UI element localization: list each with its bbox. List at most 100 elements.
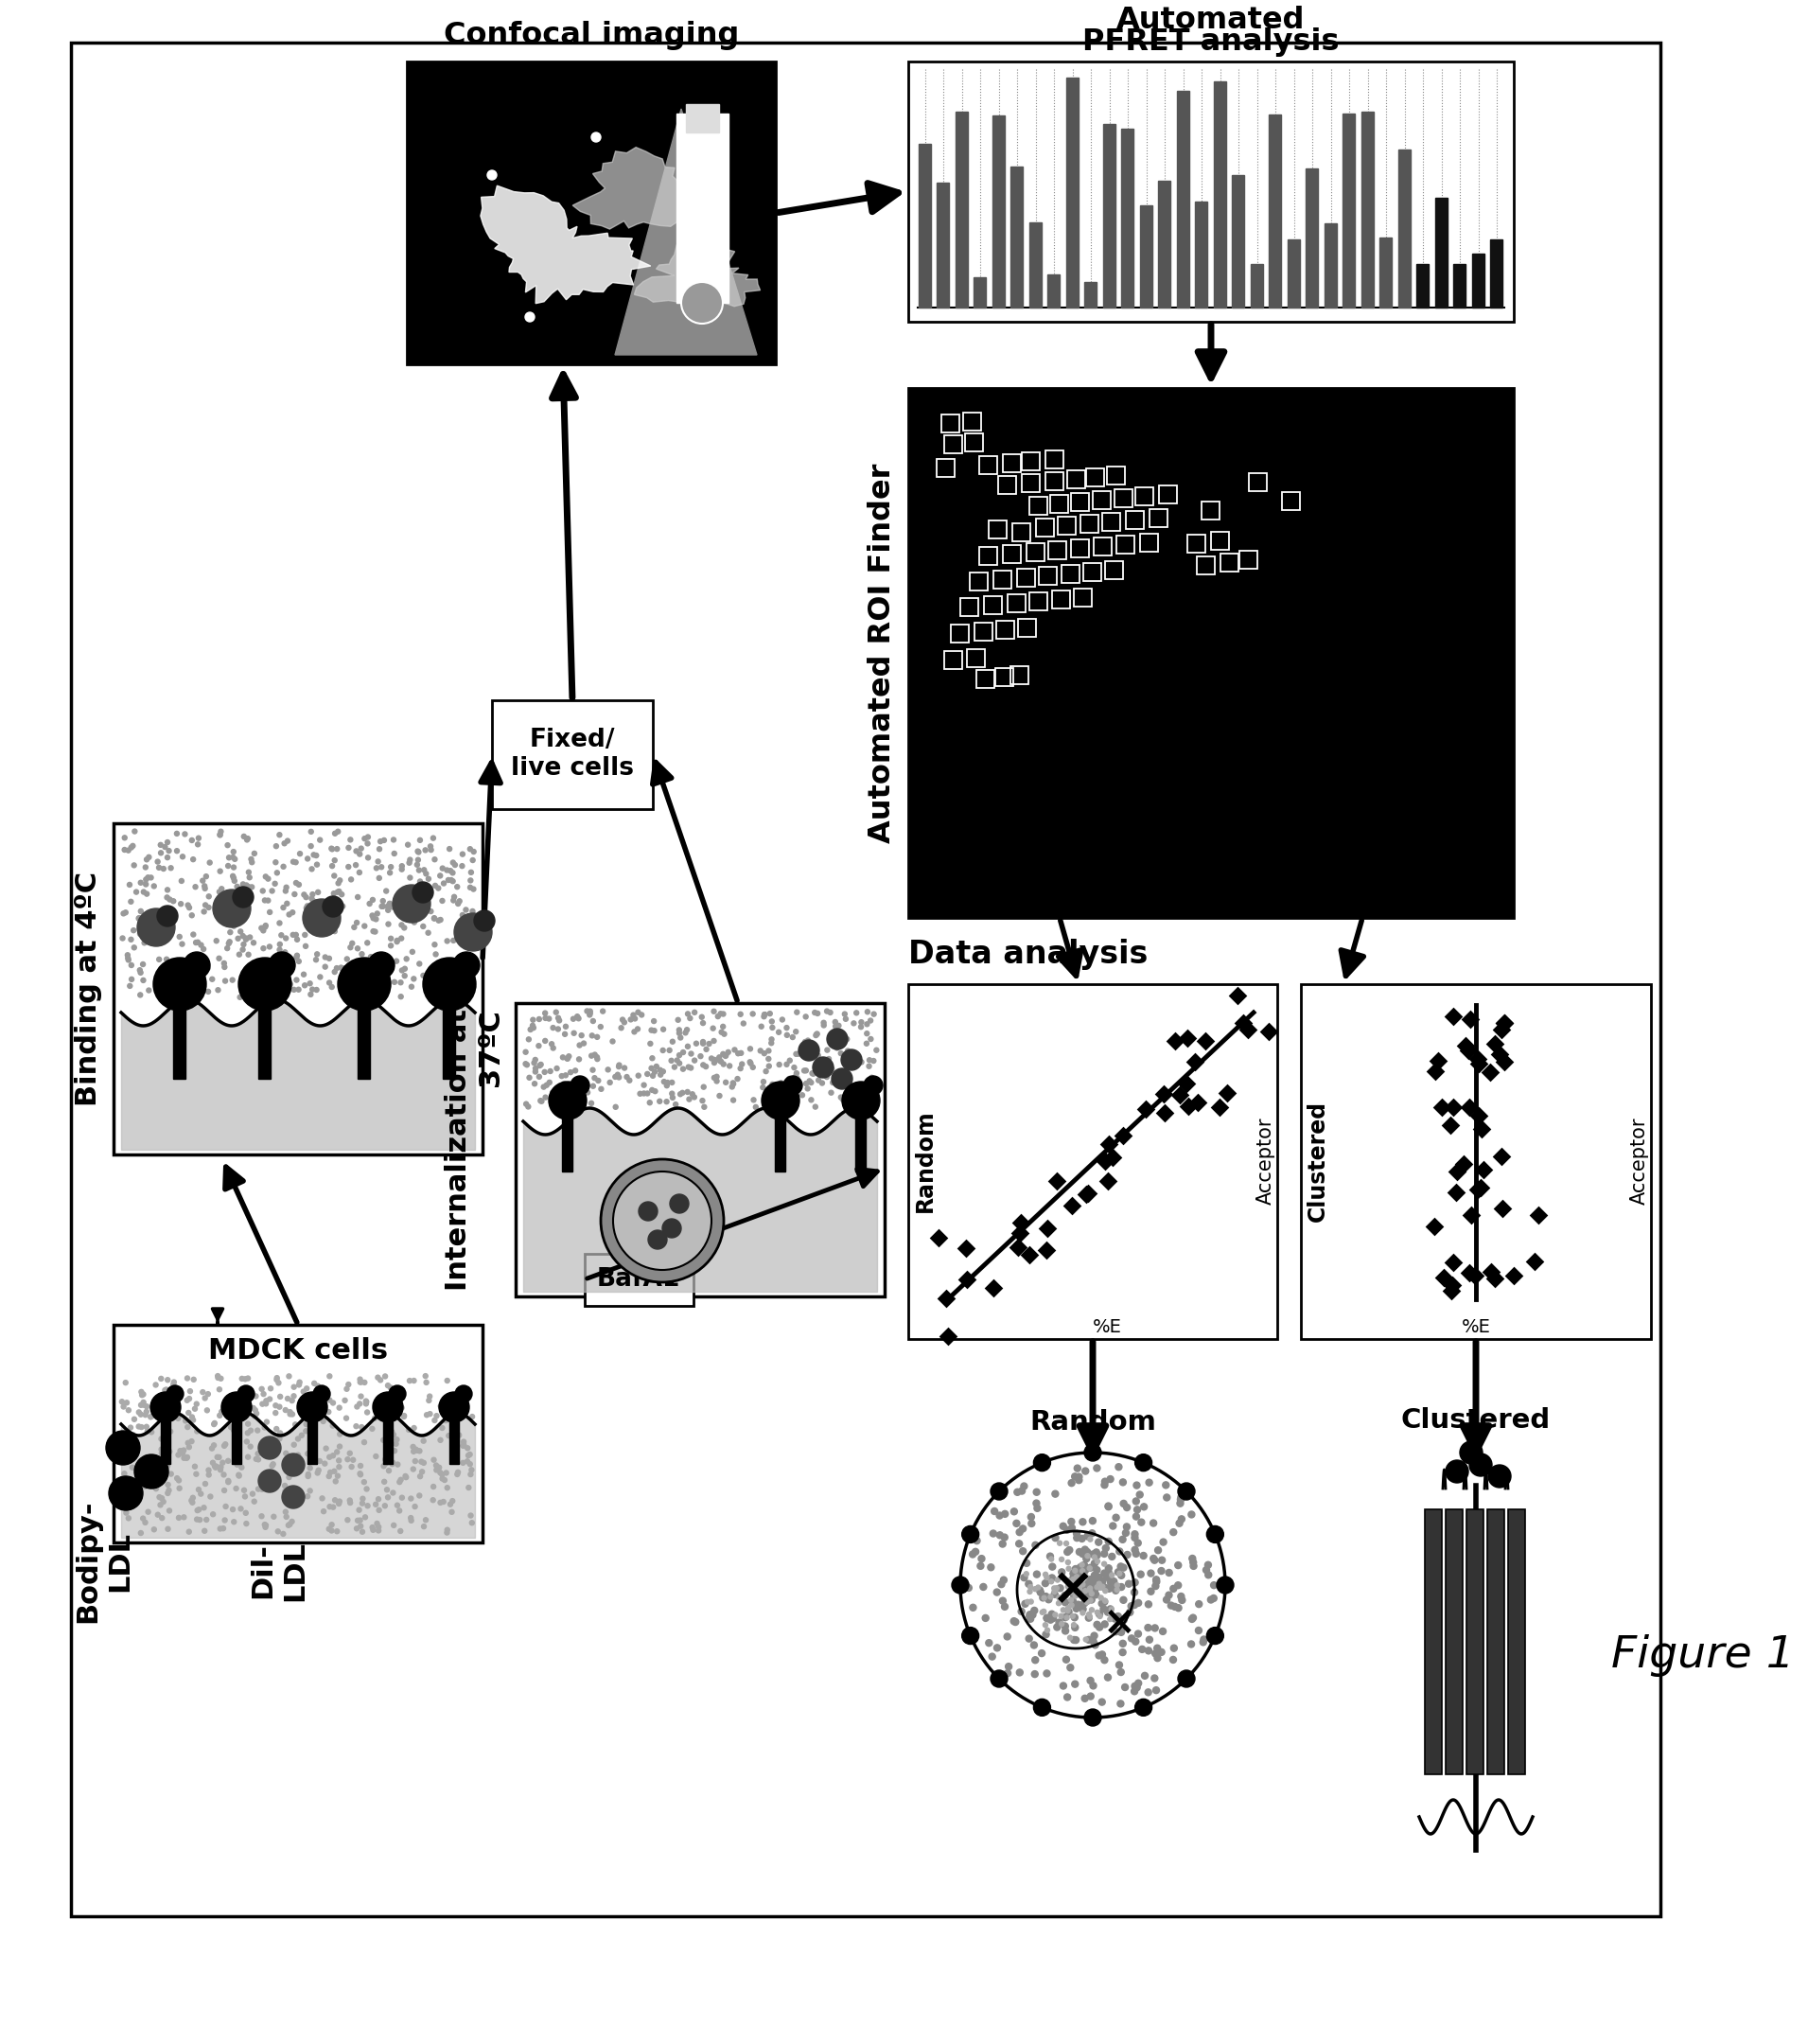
Circle shape — [779, 1081, 783, 1085]
Circle shape — [201, 946, 206, 950]
Circle shape — [1144, 1647, 1152, 1654]
Circle shape — [123, 836, 127, 840]
Circle shape — [233, 1427, 239, 1433]
Circle shape — [412, 977, 416, 981]
Circle shape — [353, 924, 356, 930]
Circle shape — [1121, 1500, 1126, 1506]
Circle shape — [658, 1100, 662, 1104]
Circle shape — [206, 967, 210, 971]
Circle shape — [121, 912, 127, 916]
Circle shape — [177, 1486, 183, 1490]
Circle shape — [810, 1049, 815, 1053]
Circle shape — [450, 938, 456, 942]
Circle shape — [815, 1077, 821, 1083]
Circle shape — [566, 1055, 571, 1059]
Circle shape — [246, 1431, 250, 1435]
Circle shape — [642, 1083, 645, 1087]
Circle shape — [796, 1051, 801, 1057]
Circle shape — [806, 1079, 812, 1083]
Circle shape — [193, 940, 199, 944]
Circle shape — [653, 1069, 656, 1075]
Circle shape — [333, 873, 336, 879]
Circle shape — [338, 959, 391, 1010]
Circle shape — [199, 942, 204, 946]
Circle shape — [362, 981, 367, 985]
Circle shape — [389, 967, 394, 971]
Circle shape — [159, 1496, 165, 1500]
Circle shape — [432, 883, 438, 887]
Circle shape — [286, 1396, 289, 1400]
Circle shape — [1168, 1602, 1175, 1609]
Circle shape — [168, 867, 174, 871]
Circle shape — [432, 1457, 436, 1461]
Circle shape — [1096, 1578, 1103, 1584]
Circle shape — [1070, 1615, 1076, 1619]
Circle shape — [627, 1077, 631, 1083]
Circle shape — [1096, 1623, 1103, 1631]
Circle shape — [336, 1457, 342, 1464]
Circle shape — [324, 903, 329, 908]
Bar — [1380, 237, 1392, 307]
Circle shape — [1063, 1656, 1070, 1664]
Circle shape — [864, 1022, 870, 1026]
Circle shape — [219, 908, 222, 912]
Circle shape — [591, 1067, 595, 1073]
Circle shape — [389, 936, 394, 940]
Circle shape — [376, 858, 380, 865]
Point — [978, 1271, 1007, 1304]
Text: Bodipy-
LDL: Bodipy- LDL — [74, 1500, 134, 1623]
Circle shape — [334, 965, 340, 971]
Circle shape — [613, 1104, 618, 1110]
Circle shape — [465, 1445, 470, 1451]
Circle shape — [1105, 1502, 1112, 1511]
Circle shape — [159, 991, 163, 995]
Circle shape — [392, 885, 430, 922]
Bar — [1121, 129, 1134, 307]
Point — [1032, 1235, 1061, 1267]
Circle shape — [523, 1051, 528, 1055]
Circle shape — [202, 883, 206, 889]
Circle shape — [304, 1386, 309, 1390]
Point — [1172, 1067, 1201, 1100]
Circle shape — [190, 1500, 195, 1504]
Bar — [967, 650, 985, 666]
Circle shape — [264, 1402, 268, 1406]
Point — [951, 1230, 980, 1263]
Circle shape — [1177, 1592, 1184, 1600]
Circle shape — [730, 1081, 736, 1085]
Circle shape — [1204, 1562, 1211, 1568]
Circle shape — [383, 1374, 387, 1380]
Circle shape — [1134, 1684, 1141, 1690]
Circle shape — [562, 1081, 566, 1085]
Circle shape — [1087, 1615, 1092, 1619]
Circle shape — [1079, 1568, 1085, 1574]
Circle shape — [1085, 1580, 1092, 1586]
Circle shape — [127, 1408, 130, 1412]
Circle shape — [1119, 1639, 1126, 1647]
Circle shape — [400, 969, 405, 973]
Circle shape — [165, 854, 170, 861]
Circle shape — [821, 1022, 826, 1028]
Circle shape — [190, 914, 193, 918]
Circle shape — [356, 871, 362, 875]
Circle shape — [242, 1494, 248, 1498]
Text: ×: × — [1103, 1602, 1135, 1643]
Circle shape — [1065, 1584, 1070, 1588]
Circle shape — [1074, 1586, 1078, 1590]
Circle shape — [293, 881, 298, 885]
Circle shape — [381, 1406, 387, 1410]
Circle shape — [1121, 1684, 1128, 1690]
Circle shape — [456, 1398, 459, 1402]
Circle shape — [320, 1412, 325, 1419]
Bar — [1105, 562, 1123, 578]
Circle shape — [669, 1194, 689, 1214]
Circle shape — [1020, 1525, 1027, 1533]
Bar — [989, 521, 1007, 538]
Circle shape — [673, 1102, 678, 1106]
Circle shape — [1072, 1568, 1078, 1574]
Circle shape — [161, 1500, 166, 1504]
Circle shape — [141, 1517, 145, 1521]
Circle shape — [280, 1531, 286, 1537]
Circle shape — [542, 1010, 548, 1016]
Bar — [918, 143, 931, 307]
